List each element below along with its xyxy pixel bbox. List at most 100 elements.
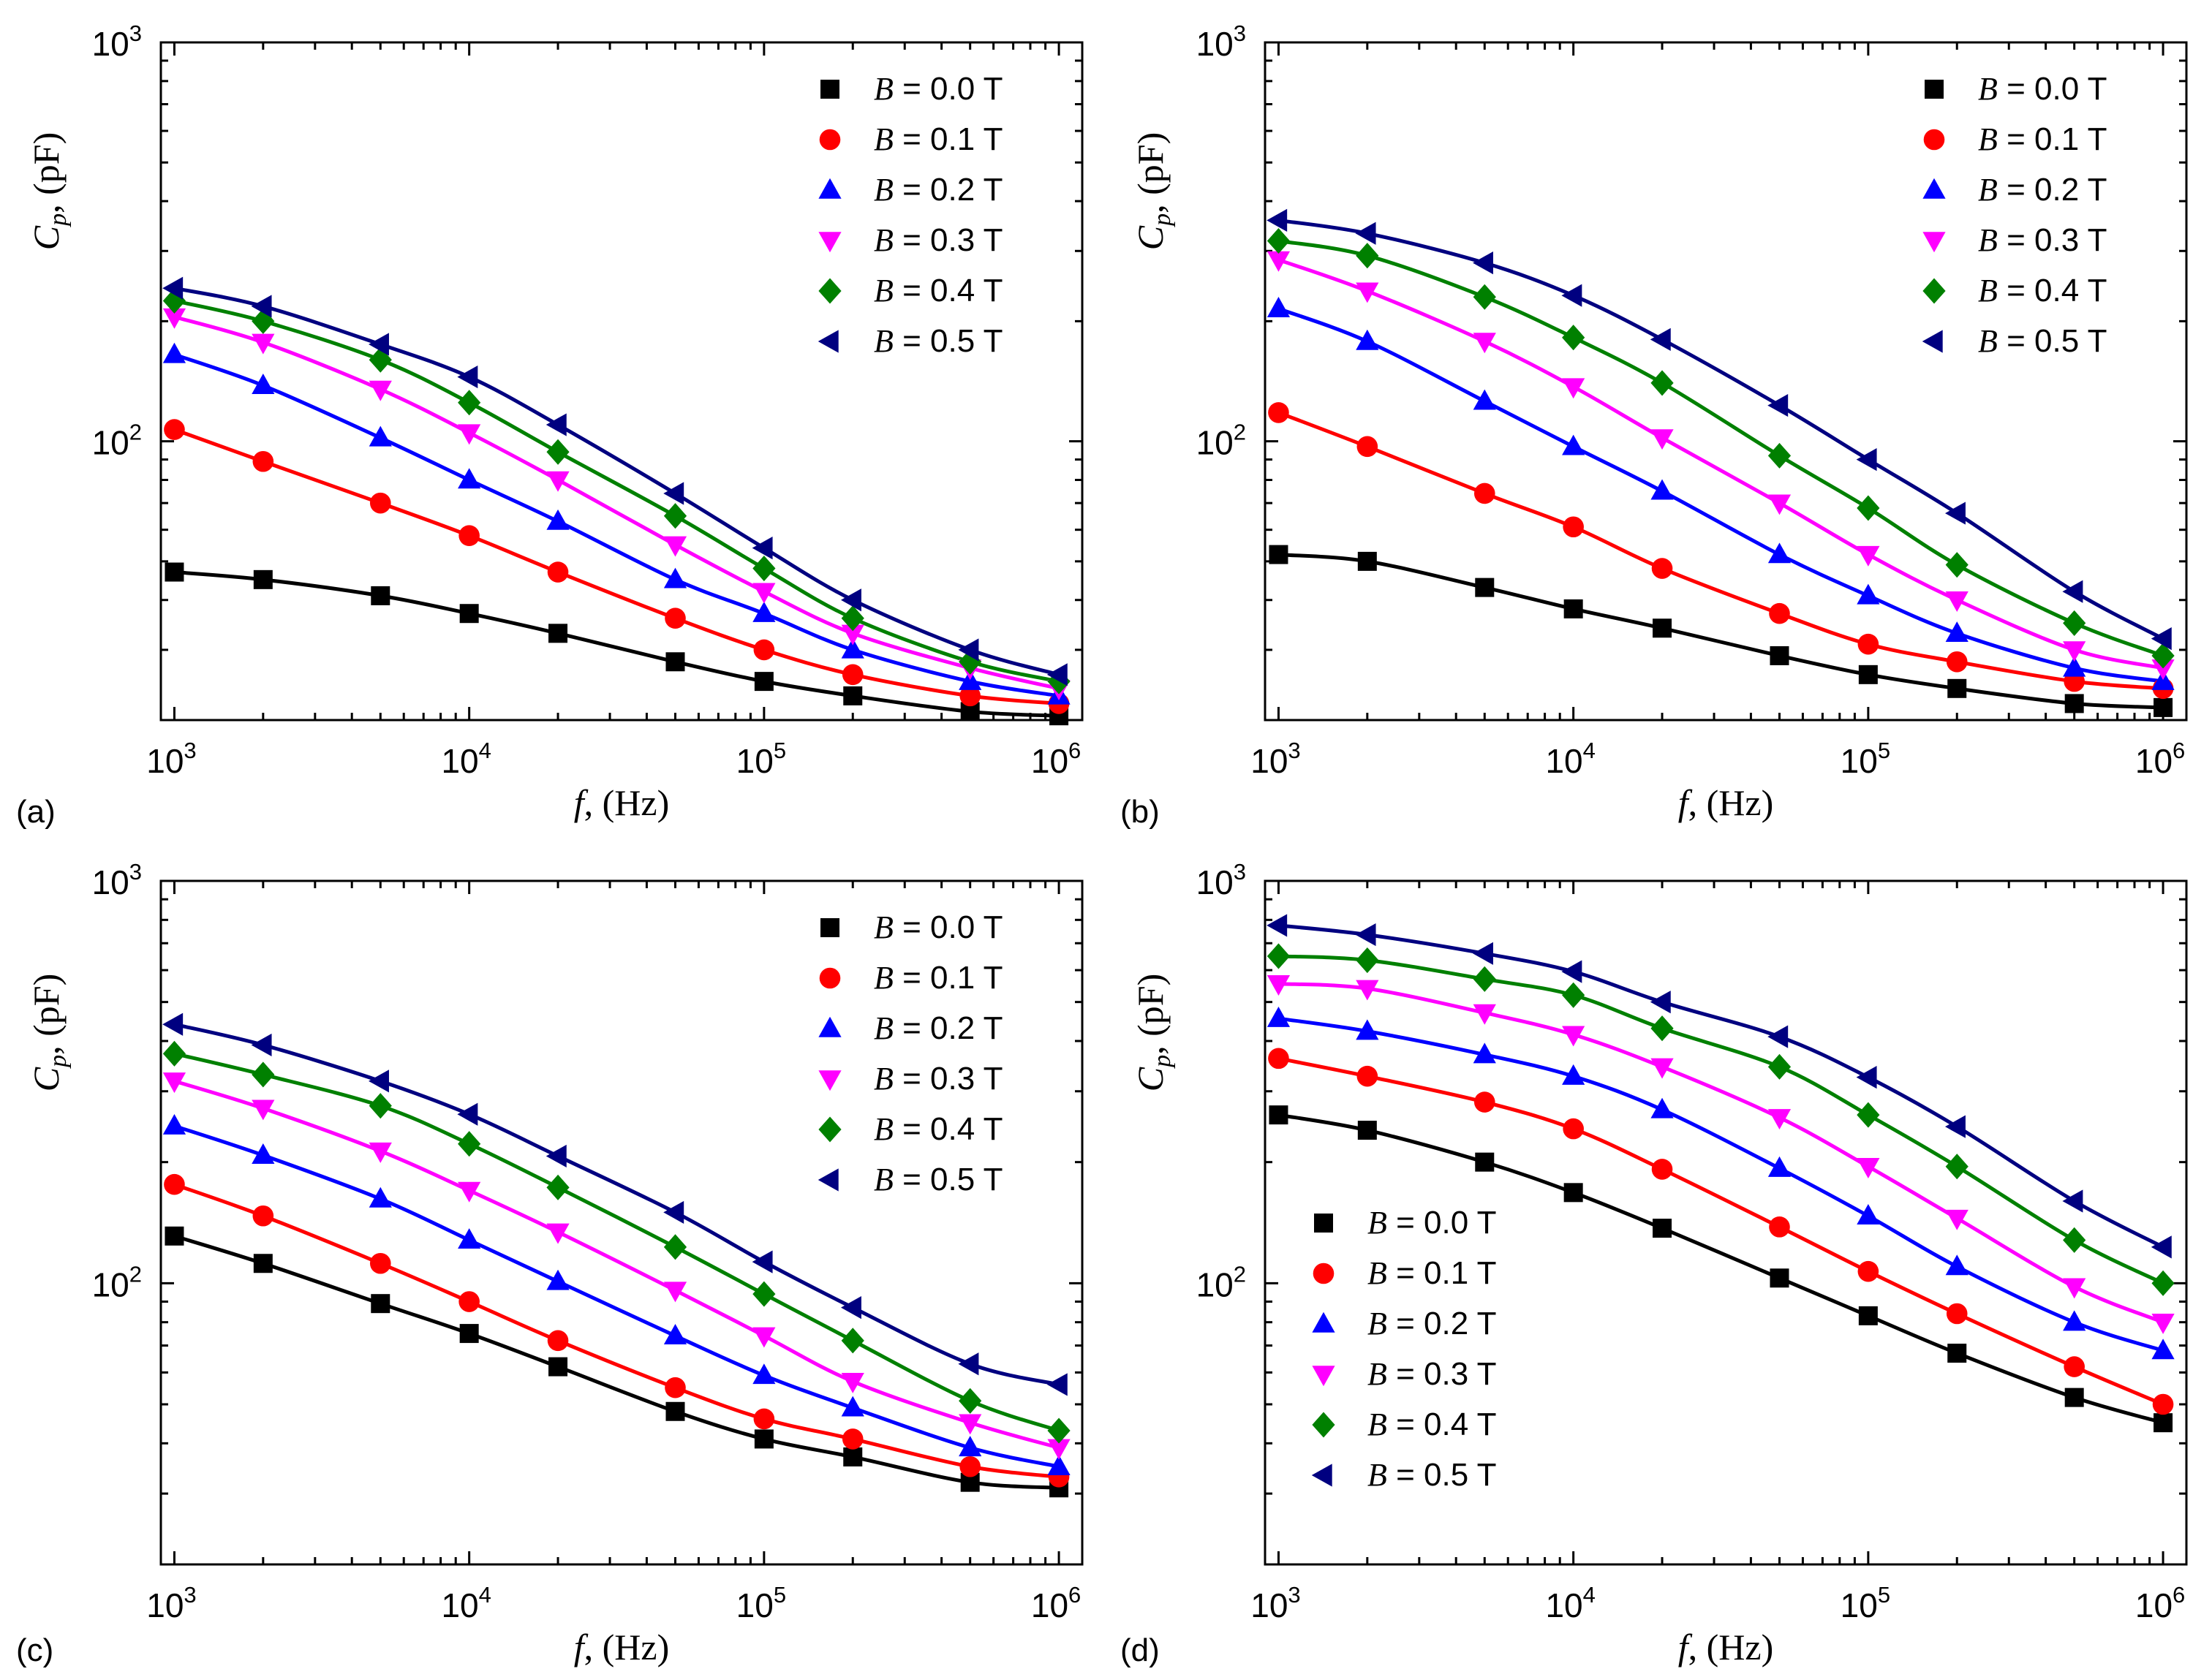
data-point-3-4 [1650, 429, 1674, 450]
legend-entry-3: B = 0.3 T [874, 1061, 1003, 1097]
data-point-1-0 [164, 1173, 185, 1195]
data-point-3-2 [369, 380, 392, 401]
data-point-2-5 [1767, 542, 1792, 564]
data-point-2-8 [959, 1436, 982, 1457]
data-point-4-9 [1047, 668, 1071, 694]
data-point-0-6 [754, 1429, 774, 1449]
data-point-0-6 [1858, 665, 1878, 684]
data-point-2-3 [1562, 1064, 1585, 1085]
data-point-2-2 [1473, 1042, 1496, 1064]
data-point-4-3 [458, 390, 481, 416]
x-tick-label: 103 [1250, 738, 1300, 780]
data-point-0-7 [843, 686, 863, 705]
legend-marker-5 [1311, 1464, 1332, 1487]
x-axis-title: f, (Hz) [574, 782, 670, 823]
series-line-5 [173, 1022, 1060, 1387]
legend-entry-5: B = 0.5 T [1367, 1457, 1497, 1493]
data-point-3-2 [369, 1142, 392, 1163]
data-point-4-0 [1267, 943, 1291, 969]
legend-entry-0: B = 0.0 T [874, 909, 1003, 945]
data-point-5-8 [958, 638, 979, 662]
data-point-2-5 [1767, 1156, 1792, 1177]
legend-marker-2 [1922, 178, 1946, 199]
data-point-3-8 [959, 1414, 982, 1435]
data-point-5-0 [162, 276, 184, 300]
x-tick-label: 106 [1031, 738, 1081, 780]
data-point-2-5 [663, 567, 687, 588]
data-point-4-4 [1650, 370, 1674, 396]
data-point-5-8 [2062, 580, 2083, 603]
data-point-1-1 [252, 1205, 274, 1227]
data-point-3-4 [546, 1223, 570, 1244]
data-point-0-0 [1269, 1105, 1288, 1125]
data-point-2-4 [546, 1269, 570, 1290]
data-point-5-0 [1267, 208, 1288, 232]
data-point-5-2 [1473, 942, 1493, 965]
data-point-3-7 [1945, 591, 1968, 613]
data-point-5-1 [251, 295, 272, 318]
x-tick-label: 105 [736, 738, 786, 780]
series-line-3 [1278, 982, 2164, 1324]
data-point-4-6 [752, 555, 776, 582]
legend-entry-4: B = 0.4 T [1978, 273, 2107, 308]
plot-frame [1264, 41, 2188, 722]
data-point-4-2 [1473, 966, 1496, 992]
y-axis-title: Cp, (pF) [1130, 132, 1176, 250]
data-point-4-3 [1562, 982, 1585, 1008]
legend-marker-2 [818, 178, 842, 199]
data-point-5-2 [369, 1070, 389, 1093]
legend-entry-3: B = 0.3 T [874, 222, 1003, 258]
data-point-1-3 [458, 525, 480, 547]
data-point-5-9 [2151, 1235, 2172, 1259]
data-point-3-0 [1267, 251, 1291, 272]
data-point-3-3 [1562, 1026, 1585, 1047]
data-point-5-0 [1267, 914, 1288, 937]
data-point-0-3 [1563, 599, 1583, 618]
data-point-3-8 [2063, 641, 2086, 662]
data-point-3-2 [1473, 333, 1496, 354]
data-point-0-0 [1269, 545, 1288, 564]
plot-frame [1264, 879, 2188, 1566]
series-line-1 [1277, 1056, 2164, 1407]
legend-marker-2 [818, 1016, 842, 1037]
data-point-3-6 [1857, 1158, 1880, 1178]
data-point-2-8 [2063, 656, 2086, 677]
data-point-4-1 [1356, 243, 1379, 269]
data-point-0-2 [371, 1294, 390, 1314]
data-point-1-6 [1857, 1260, 1879, 1282]
data-point-3-9 [2151, 1313, 2175, 1334]
data-point-2-0 [162, 1113, 186, 1135]
data-point-3-3 [1562, 378, 1585, 399]
data-point-0-2 [371, 586, 390, 605]
data-point-2-0 [1267, 1006, 1291, 1027]
data-point-4-3 [1562, 325, 1585, 351]
data-point-3-6 [752, 583, 776, 604]
data-point-0-6 [754, 672, 774, 692]
y-tick-label: 103 [1196, 20, 1246, 63]
data-point-0-7 [1947, 1344, 1967, 1363]
data-point-5-3 [1561, 960, 1582, 983]
data-point-5-6 [1856, 1066, 1877, 1089]
data-point-0-5 [1770, 646, 1789, 665]
data-point-0-9 [2154, 1413, 2173, 1433]
y-tick-label: 102 [1196, 1261, 1246, 1303]
data-point-1-3 [1563, 516, 1584, 538]
panel-label: (c) [16, 1632, 53, 1668]
data-point-5-5 [663, 1200, 684, 1224]
data-point-1-0 [1268, 402, 1289, 423]
series-line-2 [173, 352, 1060, 698]
data-point-0-5 [1770, 1268, 1789, 1288]
data-point-5-1 [1355, 222, 1376, 245]
data-point-2-2 [1473, 389, 1496, 410]
data-point-4-8 [2063, 1227, 2086, 1253]
data-point-4-1 [1356, 947, 1379, 974]
data-point-4-0 [1267, 227, 1291, 254]
legend-entry-1: B = 0.1 T [874, 121, 1003, 157]
data-point-0-3 [1563, 1183, 1583, 1203]
data-point-2-7 [841, 1396, 864, 1417]
data-point-0-3 [459, 604, 479, 624]
y-axis-title: Cp, (pF) [1130, 974, 1176, 1091]
data-point-3-2 [1473, 1004, 1496, 1025]
panel-c: 103 104 105 106 102 103 f, (Hz) Cp, (pF) (c) B = … [16, 859, 1084, 1668]
data-point-4-8 [959, 1388, 982, 1414]
